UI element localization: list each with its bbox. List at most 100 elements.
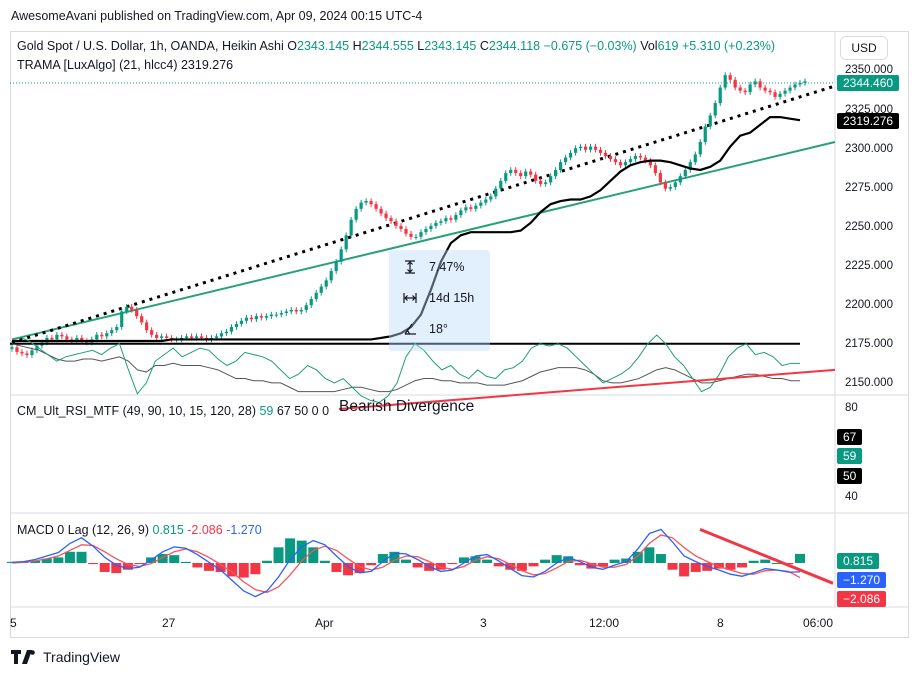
vertical-range-icon	[405, 260, 415, 274]
rsi-legend[interactable]: CM_Ult_RSI_MTF (49, 90, 10, 15, 120, 28)…	[17, 404, 329, 418]
macd-histogram-bar	[690, 563, 701, 572]
symbol-title: Gold Spot / U.S. Dollar, 1h, OANDA, Heik…	[17, 39, 284, 53]
macd-value-1: 0.815	[152, 523, 184, 537]
macd-legend[interactable]: MACD 0 Lag (12, 26, 9) 0.815 -2.086 -1.2…	[17, 523, 262, 537]
macd-histogram-bar	[354, 563, 365, 574]
candle-body	[30, 350, 34, 356]
macd-histogram-bar	[655, 554, 666, 563]
price-tick: 2175.000	[845, 338, 893, 350]
time-tick: 27	[162, 616, 176, 630]
candle-body	[529, 171, 533, 175]
candle-body	[120, 311, 124, 328]
candle-body	[623, 162, 628, 166]
candle-body	[424, 229, 428, 233]
candle-body	[334, 261, 338, 272]
measure-angle-row: 18°	[403, 322, 448, 336]
candle-body	[399, 225, 403, 230]
candle-body	[788, 87, 792, 91]
macd-histogram-bar	[88, 563, 99, 565]
rsi-upper-tag: 67	[837, 429, 863, 445]
low-value: 2343.145	[424, 39, 477, 53]
candle-body	[194, 336, 199, 338]
candle-body	[454, 215, 458, 220]
macd-histogram-bar	[667, 563, 678, 570]
macd-histogram-bar	[30, 560, 41, 563]
high-label: H	[352, 39, 362, 53]
macd-histogram-bar	[122, 563, 133, 570]
candle-body	[294, 309, 298, 312]
candle-body	[613, 159, 618, 163]
candle-body	[688, 162, 692, 170]
candle-body	[738, 87, 742, 91]
candle-body	[319, 286, 323, 293]
rsi-value-1: 59	[259, 404, 274, 418]
candle-body	[568, 152, 573, 158]
macd-histogram-bar	[737, 563, 748, 568]
candle-body	[683, 169, 687, 177]
macd-histogram-bar	[632, 551, 643, 563]
candle-body	[479, 202, 483, 206]
candle-body	[459, 210, 463, 216]
macd-histogram-bar	[343, 563, 354, 576]
macd-histogram-bar	[227, 563, 238, 577]
candle-body	[608, 155, 613, 160]
main-legend[interactable]: Gold Spot / U.S. Dollar, 1h, OANDA, Heik…	[17, 39, 775, 53]
candle-body	[354, 208, 358, 220]
macd-histogram-bar	[157, 554, 168, 563]
currency-button[interactable]: USD	[840, 36, 888, 60]
candle-body	[713, 103, 717, 116]
bearish-divergence-annotation[interactable]: Bearish Divergence	[339, 398, 475, 415]
rsi-value-3: 50	[294, 404, 309, 418]
rsi-tick: 40	[845, 491, 858, 503]
macd-histogram-bar	[725, 563, 736, 570]
macd-histogram-bar	[447, 563, 458, 565]
candle-body	[364, 201, 368, 203]
candle-body	[539, 180, 543, 184]
rsi-value-2: 67	[276, 404, 291, 418]
candle-body	[509, 169, 513, 174]
macd-histogram-bar	[563, 556, 574, 563]
candle-body	[464, 207, 468, 211]
candle-body	[140, 316, 144, 323]
macd-histogram-bar	[319, 560, 330, 563]
candle-body	[394, 221, 398, 226]
candle-body	[499, 180, 503, 189]
candle-body	[284, 311, 288, 314]
candle-body	[444, 218, 448, 222]
measure-tool-box[interactable]: 7.47% 14d 15h 18°	[389, 250, 490, 351]
candle-body	[55, 334, 59, 340]
candle-body	[419, 232, 423, 237]
candle-body	[593, 146, 598, 150]
macd-histogram-bar	[644, 547, 655, 563]
macd-histogram-bar	[574, 563, 585, 566]
candle-body	[544, 182, 548, 184]
candle-body	[100, 334, 104, 337]
candle-body	[504, 173, 508, 181]
rsi-upper-line	[11, 343, 800, 393]
candle-body	[778, 93, 782, 97]
candle-body	[484, 199, 488, 203]
macd-hist-tag: 0.815	[837, 553, 880, 569]
candle-body	[259, 316, 263, 318]
macd-histogram-bar	[389, 551, 400, 563]
open-value: 2343.145	[297, 39, 350, 53]
candle-body	[728, 75, 732, 80]
candle-body	[95, 334, 99, 340]
rsi-value-5: 0	[322, 404, 330, 418]
macd-value-2: -2.086	[187, 523, 223, 537]
candle-body	[214, 336, 219, 338]
tradingview-logo[interactable]: TradingView	[11, 649, 120, 665]
candle-body	[753, 81, 757, 85]
trama-legend[interactable]: TRAMA [LuxAlgo] (21, hlcc4) 2319.276	[17, 58, 233, 72]
candle-body	[299, 309, 303, 312]
close-label: C	[479, 39, 489, 53]
candle-body	[199, 336, 204, 338]
candle-body	[379, 208, 383, 214]
rsi-value-4: 0	[311, 404, 319, 418]
candle-body	[693, 154, 697, 163]
candle-body	[219, 333, 224, 337]
macd-histogram-bar	[76, 551, 87, 563]
candle-body	[135, 309, 139, 317]
candle-body	[643, 157, 648, 161]
